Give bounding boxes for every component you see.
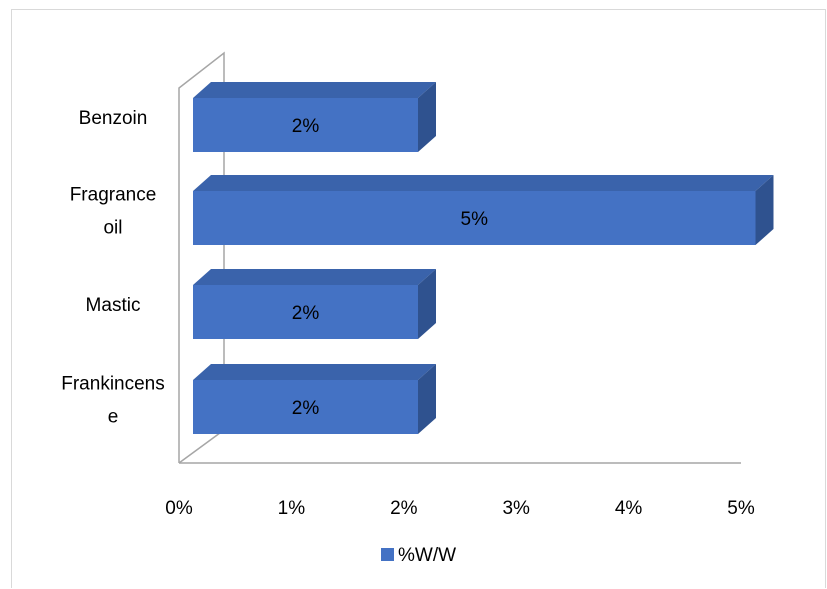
legend-label: %W/W [398,545,456,566]
category-label-line: e [108,407,119,428]
bar-front-face [193,191,756,245]
data-label: 5% [461,209,489,230]
bar-top-face [193,364,436,380]
category-label-line: Frankincens [61,374,165,395]
bar-4: 2% [193,364,436,434]
x-tick-label: 0% [165,498,193,519]
bar-front-face [193,98,418,152]
bar-front-face [193,285,418,339]
x-tick-label: 1% [278,498,306,519]
x-tick-label: 3% [502,498,530,519]
bar-top-face [193,82,436,98]
floor-depth-edge [178,429,225,464]
bar-side-face [755,175,774,245]
data-label: 2% [292,398,320,419]
chart-frame [11,9,826,588]
bar-2: 5% [193,175,774,245]
category-label-line: Benzoin [79,108,148,129]
bar-front-face [193,380,418,434]
legend-swatch [381,548,394,561]
category-label-line: Mastic [86,295,141,316]
bar-side-face [418,364,436,434]
x-tick-label: 5% [727,498,755,519]
x-tick-label: 4% [615,498,643,519]
category-label-line: oil [103,218,122,239]
category-label: Benzoin [79,108,148,129]
bar-side-face [418,269,436,339]
category-labels: Benzoin Fragrance oil Mastic Frankincens e [61,108,165,428]
bar-side-face [418,82,436,152]
category-label-line: Fragrance [70,185,157,206]
bar-top-face [193,269,436,285]
data-label: 2% [292,116,320,137]
data-label: 2% [292,303,320,324]
category-label: Fragrance oil [70,185,157,239]
x-tick-labels: 0% 1% 2% 3% 4% 5% [165,498,755,519]
category-label: Frankincens e [61,374,165,428]
bar-3: 2% [193,269,436,339]
legend: %W/W [381,545,456,566]
x-tick-label: 2% [390,498,418,519]
category-label: Mastic [86,295,141,316]
bar-1: 2% [193,82,436,152]
bar-top-face [193,175,774,191]
bars-group: 2% 5% 2% 2% [193,82,774,434]
